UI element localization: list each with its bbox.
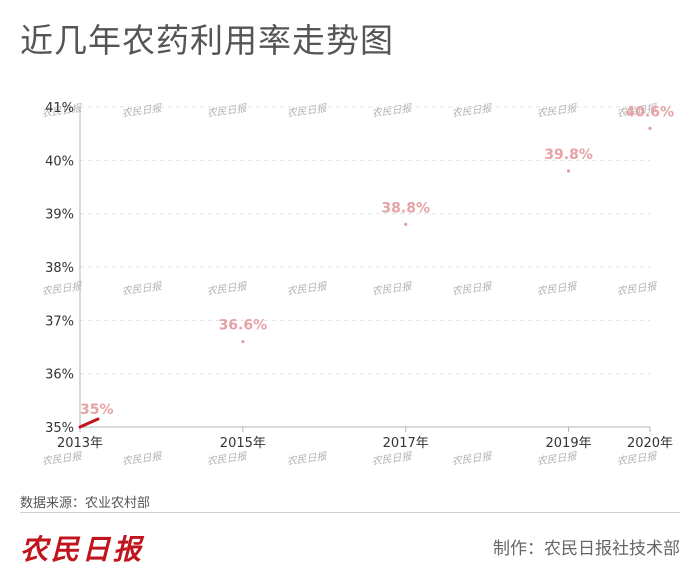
data-source: 数据来源：农业农村部 — [20, 496, 151, 511]
watermark-1-1: 农民日报 — [121, 280, 163, 298]
x-tick-label: 2020年 — [627, 436, 673, 451]
footer-divider — [20, 512, 680, 513]
y-tick-label: 39% — [45, 208, 74, 223]
y-tick-label: 41% — [45, 101, 74, 116]
x-tick-label: 2015年 — [220, 436, 266, 451]
chart-title: 近几年农药利用率走势图 — [20, 21, 394, 60]
x-tick-label: 2017年 — [383, 436, 429, 451]
series-line-start — [78, 417, 100, 429]
data-point — [566, 169, 571, 173]
watermark-0-0: 农民日报 — [41, 102, 83, 120]
watermark-2-2: 农民日报 — [206, 450, 248, 468]
watermark-2-6: 农民日报 — [536, 450, 578, 468]
watermark-1-5: 农民日报 — [451, 280, 493, 298]
credit-text: 制作：农民日报社技术部 — [493, 539, 680, 559]
data-label: 39.8% — [544, 147, 593, 163]
watermark-1-0: 农民日报 — [41, 280, 83, 298]
watermark-1-6: 农民日报 — [536, 280, 578, 298]
watermark-0-4: 农民日报 — [371, 102, 413, 120]
watermark-0-3: 农民日报 — [286, 102, 328, 120]
data-series — [78, 126, 652, 429]
x-tick-label: 2013年 — [57, 436, 103, 451]
data-point — [648, 126, 652, 130]
data-point — [241, 340, 245, 344]
data-labels: 35% 36.6% 38.8% 39.8% 40.6% — [80, 104, 674, 418]
y-tick-label: 35% — [45, 421, 74, 436]
watermark-1-4: 农民日报 — [371, 280, 413, 298]
data-label: 38.8% — [381, 200, 430, 216]
y-tick-label: 37% — [45, 314, 74, 329]
x-tick-label: 2019年 — [546, 436, 592, 451]
data-label: 36.6% — [219, 318, 268, 334]
watermark-2-1: 农民日报 — [121, 450, 163, 468]
y-tick-label: 36% — [45, 368, 74, 383]
gridlines — [80, 106, 650, 375]
watermark-1-3: 农民日报 — [286, 280, 328, 298]
watermark-2-0: 农民日报 — [41, 450, 83, 468]
watermark-0-2: 农民日报 — [206, 102, 248, 120]
data-point — [404, 222, 408, 226]
watermark-2-7: 农民日报 — [616, 450, 658, 468]
y-tick-label: 40% — [45, 154, 74, 169]
data-label: 40.6% — [625, 104, 674, 120]
axes — [79, 107, 651, 432]
watermark-0-5: 农民日报 — [451, 102, 493, 120]
y-tick-labels: 35% 36% 37% 38% 39% 40% 41% — [45, 101, 74, 436]
data-label: 35% — [80, 402, 114, 418]
watermark-0-1: 农民日报 — [121, 102, 163, 120]
x-tick-labels: 2013年 2015年 2017年 2019年 2020年 — [57, 436, 673, 451]
watermark-2-3: 农民日报 — [286, 450, 328, 468]
y-tick-label: 38% — [45, 261, 74, 276]
watermark-1-2: 农民日报 — [206, 280, 248, 298]
watermark-0-6: 农民日报 — [536, 102, 578, 120]
watermark-2-5: 农民日报 — [451, 450, 493, 468]
watermark-2-4: 农民日报 — [371, 450, 413, 468]
newspaper-logo: 农民日报 — [20, 533, 145, 566]
watermark-1-7: 农民日报 — [616, 280, 658, 298]
